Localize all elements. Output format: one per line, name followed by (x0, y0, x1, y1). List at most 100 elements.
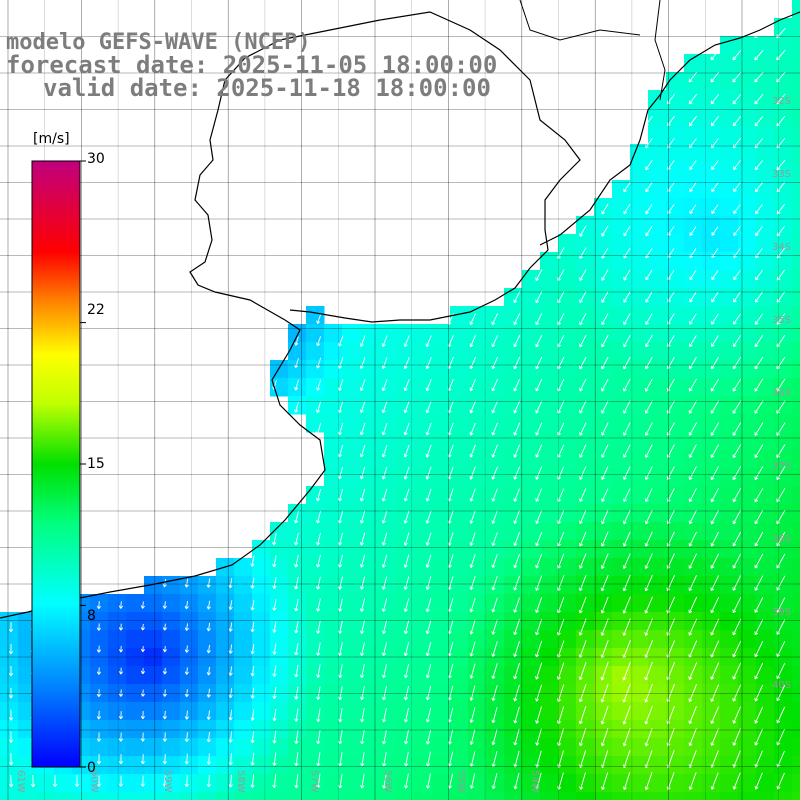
wind-cell (720, 216, 739, 235)
wind-arrow (9, 731, 14, 743)
wind-cell (522, 468, 541, 487)
wind-arrow (711, 269, 719, 281)
wind-cell (540, 396, 559, 415)
wind-cell (108, 792, 127, 800)
wind-arrow (491, 619, 498, 635)
wind-cell (576, 432, 595, 451)
wind-cell (540, 558, 559, 577)
wind-arrow (272, 621, 277, 633)
wind-cell (270, 666, 289, 685)
wind-arrow (557, 400, 565, 414)
wind-cell (342, 360, 361, 379)
wind-arrow (403, 488, 410, 502)
wind-arrow (184, 689, 189, 698)
wind-cell (558, 522, 577, 541)
wind-cell (702, 198, 721, 217)
wind-cell (360, 576, 379, 595)
wind-cell (180, 756, 199, 775)
wind-cell (540, 288, 559, 307)
wind-arrow (425, 554, 432, 568)
wind-cell (234, 666, 253, 685)
wind-arrow (425, 685, 432, 701)
wind-cell (342, 576, 361, 595)
wind-cell (738, 414, 757, 433)
wind-cell (666, 630, 685, 649)
wind-cell (90, 720, 109, 739)
wind-cell (648, 738, 667, 757)
wind-arrow (491, 466, 498, 480)
wind-arrow (578, 618, 587, 636)
wind-cell (0, 792, 19, 800)
wind-cell (414, 504, 433, 523)
wind-arrow (31, 774, 36, 788)
wind-cell (756, 612, 775, 631)
wind-cell (720, 360, 739, 379)
wind-cell (540, 738, 559, 757)
wind-cell (486, 342, 505, 361)
wind-cell (702, 126, 721, 145)
wind-arrow (688, 509, 697, 525)
wind-cell (738, 612, 757, 631)
wind-arrow (118, 623, 124, 631)
wind-cell (306, 306, 325, 325)
wind-arrow (600, 705, 609, 725)
wind-cell (594, 792, 613, 800)
wind-arrow (250, 774, 255, 788)
wind-cell (630, 234, 649, 253)
wind-arrow (294, 336, 299, 346)
wind-cell (396, 342, 415, 361)
wind-arrow (425, 663, 432, 679)
wind-arrow (776, 203, 786, 215)
wind-cell (756, 252, 775, 271)
wind-cell (378, 360, 397, 379)
wind-arrow (403, 663, 410, 679)
wind-arrow (491, 400, 499, 414)
wind-arrow (601, 269, 609, 281)
wind-cell (432, 360, 451, 379)
wind-cell (450, 306, 469, 325)
wind-arrow (491, 356, 499, 370)
wind-cell (504, 702, 523, 721)
wind-cell (378, 756, 397, 775)
wind-cell (756, 324, 775, 343)
wind-cell (738, 288, 757, 307)
wind-cell (486, 360, 505, 379)
wind-cell (666, 666, 685, 685)
wind-cell (738, 72, 757, 91)
wind-cell (504, 630, 523, 649)
wind-cell (432, 522, 451, 541)
wind-cell (702, 594, 721, 613)
wind-cell (630, 288, 649, 307)
wind-arrow (513, 662, 520, 680)
wind-cell (594, 198, 613, 217)
wind-cell (324, 540, 343, 559)
wind-cell (630, 612, 649, 631)
wind-arrow (557, 247, 565, 259)
wind-arrow (381, 488, 388, 502)
wind-arrow (645, 225, 653, 237)
wind-cell (756, 774, 775, 793)
wind-arrow (381, 576, 388, 590)
wind-cell (252, 756, 271, 775)
wind-arrow (622, 683, 631, 703)
longitude-label: 59W (162, 770, 173, 793)
longitude-label: 61W (15, 770, 26, 793)
wind-cell (324, 378, 343, 397)
wind-arrow (96, 667, 102, 675)
wind-cell (648, 666, 667, 685)
wind-arrow (228, 709, 233, 721)
wind-cell (720, 540, 739, 559)
wind-cell (576, 594, 595, 613)
wind-arrow (513, 553, 520, 569)
wind-cell (234, 594, 253, 613)
wind-cell (720, 666, 739, 685)
wind-arrow (688, 444, 697, 458)
wind-cell (414, 360, 433, 379)
wind-arrow (513, 291, 521, 303)
wind-arrow (425, 466, 432, 480)
wind-cell (468, 774, 487, 793)
wind-cell (0, 738, 19, 757)
wind-arrow (623, 378, 631, 392)
wind-cell (684, 504, 703, 523)
wind-cell (576, 378, 595, 397)
